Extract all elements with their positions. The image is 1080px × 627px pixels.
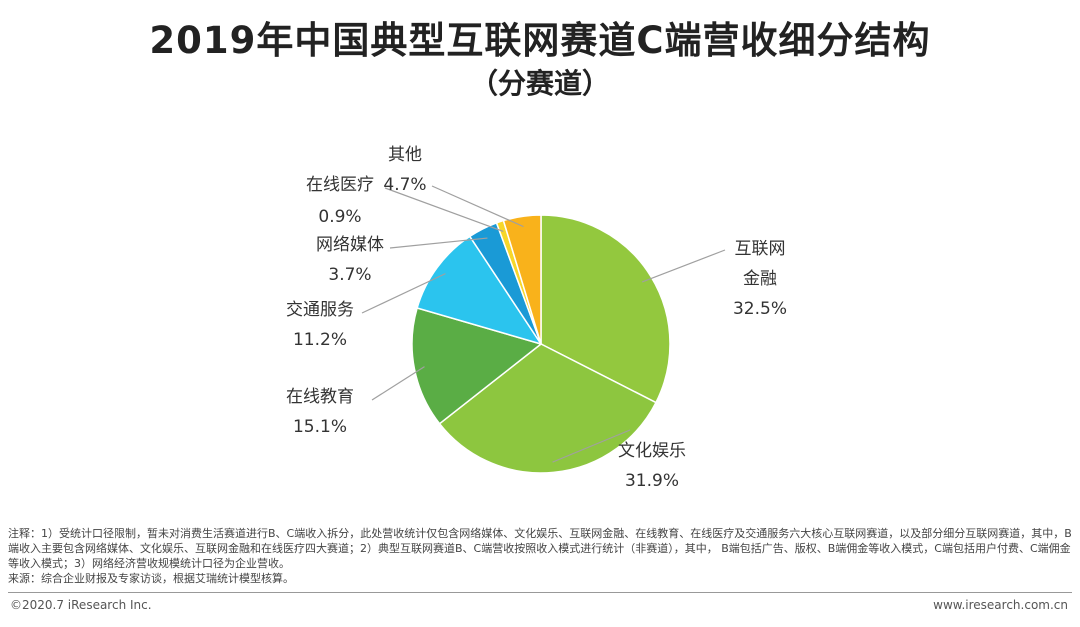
pie-chart: 互联网金融 32.5% 文化娱乐 31.9% 在线教育 15.1% 交通服务 11.2% 网络媒… [286, 145, 787, 491]
slice-label: 其他 [388, 145, 422, 165]
pie-slice [540, 214, 671, 404]
slice-value-label: 32.5% [733, 299, 787, 319]
notes-text: 注释：1）受统计口径限制，暂未对消费生活赛道进行B、C端收入拆分，此处营收统计仅… [8, 527, 1072, 570]
pie-slice [411, 307, 543, 425]
pie-slice [416, 235, 543, 346]
leader-line [431, 185, 524, 228]
slice-label: 在线医疗 [306, 175, 374, 195]
chart-title: 2019年中国典型互联网赛道C端营收细分结构 [149, 19, 931, 62]
website-link[interactable]: www.iresearch.com.cn [933, 598, 1068, 612]
leader-line [384, 187, 504, 233]
leader-line [389, 237, 488, 249]
slice-value-label: 4.7% [383, 175, 426, 195]
slice-value-label: 0.9% [318, 207, 361, 227]
slice-label: 在线教育 [286, 387, 354, 407]
slice-label: 网络媒体 [316, 235, 384, 255]
slice-value-label: 3.7% [328, 265, 371, 285]
slice-value-label: 15.1% [293, 417, 347, 437]
leader-line [641, 249, 726, 283]
pie-slice [438, 343, 657, 474]
notes: 注释：1）受统计口径限制，暂未对消费生活赛道进行B、C端收入拆分，此处营收统计仅… [8, 526, 1072, 586]
pie-slice [502, 214, 542, 345]
leader-line [552, 429, 631, 463]
chart-subtitle: （分赛道） [469, 67, 610, 100]
slice-value-label: 11.2% [293, 330, 347, 350]
slice-label: 文化娱乐 [618, 441, 686, 461]
slice-label: 互联网 [735, 239, 786, 259]
slice-label: 交通服务 [286, 300, 354, 320]
slice-value-label: 31.9% [625, 471, 679, 491]
slice-label: 金融 [743, 269, 777, 289]
source-text: 来源：综合企业财报及专家访谈，根据艾瑞统计模型核算。 [8, 572, 294, 585]
leader-line [371, 366, 425, 401]
leader-line [361, 273, 446, 314]
footer-divider [8, 592, 1072, 593]
copyright: ©2020.7 iResearch Inc. [10, 598, 152, 612]
